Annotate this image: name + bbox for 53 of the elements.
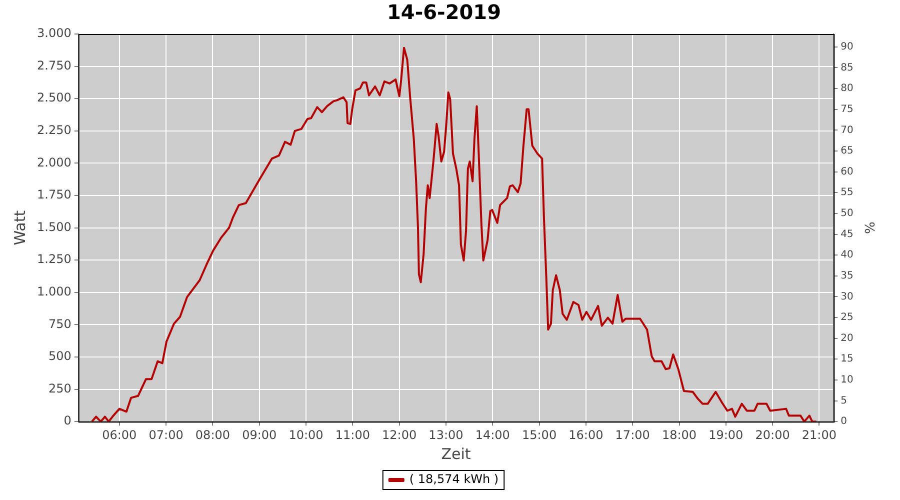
- y-tick-label: 2.000: [36, 155, 72, 170]
- x-tick-label: 08:00: [195, 428, 230, 442]
- y-axis-title: Watt: [10, 210, 29, 246]
- y2-tick-label: 25: [840, 312, 854, 324]
- y-tick-label: 750: [48, 316, 72, 331]
- y2-tick-label: 5: [840, 395, 848, 406]
- y2-tick-label: 65: [840, 146, 854, 157]
- y2-tick-label: 55: [840, 187, 854, 198]
- y-tick-label: 250: [48, 381, 72, 396]
- x-tick-label: 16:00: [568, 428, 604, 442]
- y-tick-label: 1.750: [36, 188, 72, 202]
- y-tick-label: 2.250: [36, 123, 72, 138]
- x-tick-label: 20:00: [755, 428, 790, 442]
- y2-tick-label: 75: [840, 104, 854, 115]
- legend-label: ( 18,574 kWh ): [409, 472, 499, 486]
- y2-tick-label: 45: [840, 228, 854, 240]
- x-tick-label: 17:00: [615, 428, 650, 442]
- x-tick-label: 19:00: [708, 428, 744, 442]
- y-tick-label: 3.000: [36, 26, 72, 40]
- y2-tick-label: 60: [840, 166, 854, 178]
- y-tick-label: 2.750: [36, 58, 72, 72]
- y2-tick-label: 30: [840, 291, 854, 302]
- y2-tick-label: 85: [840, 62, 854, 74]
- y2-tick-label: 70: [840, 124, 854, 136]
- x-tick-label: 12:00: [382, 428, 417, 442]
- x-axis-title: Zeit: [441, 444, 471, 463]
- y2-tick-label: 40: [840, 250, 854, 261]
- y-tick-label: 1.250: [36, 252, 72, 266]
- x-tick-label: 13:00: [428, 428, 464, 442]
- x-tick-label: 15:00: [522, 428, 557, 442]
- y2-tick-label: 15: [840, 354, 854, 365]
- x-tick-label: 21:00: [802, 428, 837, 442]
- y2-tick-label: 90: [840, 42, 854, 52]
- x-tick-label: 18:00: [662, 428, 697, 442]
- y2-tick-label: 35: [840, 270, 854, 282]
- x-tick-label: 10:00: [288, 428, 324, 442]
- x-tick-label: 06:00: [102, 428, 137, 442]
- y2-axis-title: %: [860, 222, 876, 234]
- y2-tick-label: 50: [840, 208, 854, 220]
- x-tick-label: 09:00: [242, 428, 277, 442]
- x-tick-label: 07:00: [148, 428, 184, 442]
- y2-tick-label: 0: [840, 416, 848, 428]
- y-tick-label: 1.500: [36, 220, 72, 234]
- y-tick-label: 500: [48, 349, 72, 364]
- x-tick-label: 11:00: [335, 428, 370, 442]
- y-tick-label: 1.000: [36, 284, 72, 299]
- x-tick-label: 14:00: [475, 428, 510, 442]
- y2-tick-label: 10: [840, 374, 854, 386]
- y-tick-label: 2.500: [36, 90, 72, 105]
- y2-tick-label: 80: [840, 83, 854, 94]
- y-tick-label: 0: [64, 414, 72, 428]
- chart-title: 14-6-2019: [386, 0, 502, 24]
- y2-tick-label: 20: [840, 332, 854, 344]
